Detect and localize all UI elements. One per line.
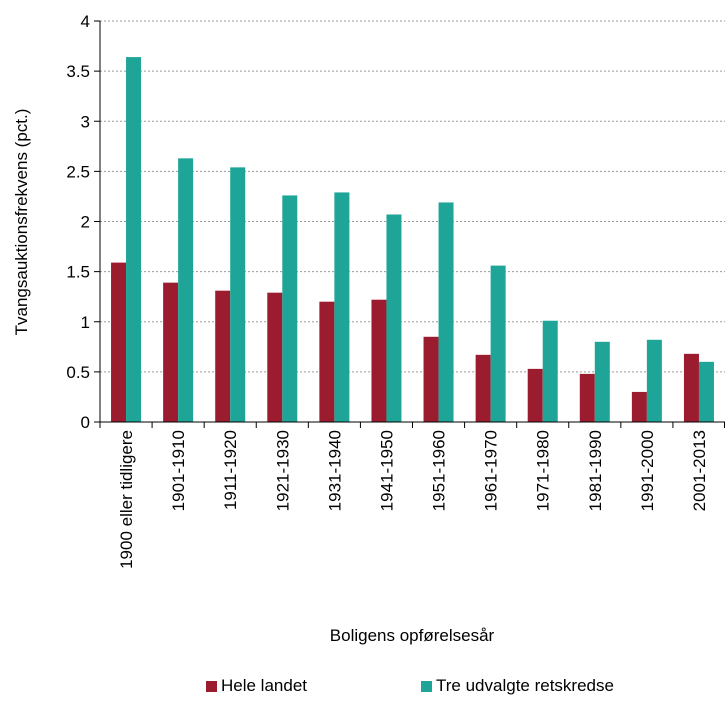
y-axis-title: Tvangsauktionsfrekvens (pct.) bbox=[12, 109, 31, 336]
x-axis-title: Boligens opførelsesår bbox=[330, 626, 495, 645]
y-tick-label: 3.5 bbox=[66, 62, 90, 81]
y-tick-label: 1 bbox=[81, 313, 90, 332]
y-axis-ticks: 0 0.5 1 1.5 2 2.5 3 3.5 4 bbox=[66, 12, 100, 432]
x-tick-label: 1941-1950 bbox=[377, 430, 396, 511]
bar-tre-udvalgte bbox=[594, 341, 610, 422]
bar-tre-udvalgte bbox=[698, 361, 714, 422]
gridlines bbox=[100, 20, 725, 373]
legend: Hele landet Tre udvalgte retskredse bbox=[0, 676, 725, 700]
bar-tre-udvalgte bbox=[126, 57, 142, 423]
y-tick-label: 0.5 bbox=[66, 363, 90, 382]
bar-tre-udvalgte bbox=[282, 195, 298, 422]
bar-hele-landet bbox=[683, 353, 699, 422]
x-axis-ticks: 1900 eller tidligere 1901-1910 1911-1920 19… bbox=[99, 422, 725, 569]
bar-tre-udvalgte bbox=[438, 202, 454, 422]
bar-hele-landet bbox=[423, 336, 439, 422]
legend-item-tre-udvalgte: Tre udvalgte retskredse bbox=[421, 676, 614, 696]
legend-swatch-hele-landet bbox=[206, 680, 217, 692]
legend-item-hele-landet: Hele landet bbox=[206, 676, 307, 696]
bar-tre-udvalgte bbox=[646, 339, 662, 422]
y-tick-label: 2 bbox=[81, 213, 90, 232]
legend-label-hele-landet: Hele landet bbox=[221, 676, 308, 695]
bar-tre-udvalgte bbox=[542, 320, 558, 422]
bar-hele-landet bbox=[527, 368, 543, 422]
y-tick-label: 1.5 bbox=[66, 263, 90, 282]
bar-hele-landet bbox=[215, 290, 231, 422]
x-tick-label: 1951-1960 bbox=[430, 430, 449, 511]
bar-hele-landet bbox=[475, 354, 491, 422]
x-tick-label: 1991-2000 bbox=[638, 430, 657, 511]
bar-tre-udvalgte bbox=[386, 214, 402, 422]
x-tick-label: 1961-1970 bbox=[482, 430, 501, 511]
bar-hele-landet bbox=[631, 391, 647, 422]
x-tick-label: 1911-1920 bbox=[221, 430, 240, 510]
x-tick-label: 1901-1910 bbox=[169, 430, 188, 511]
bar-hele-landet bbox=[579, 373, 595, 422]
bar-tre-udvalgte bbox=[230, 167, 246, 422]
x-tick-label: 2001-2013 bbox=[690, 430, 709, 511]
bar-hele-landet bbox=[267, 292, 283, 422]
bar-tre-udvalgte bbox=[178, 158, 194, 422]
bar-hele-landet bbox=[319, 301, 335, 422]
bar-tre-udvalgte bbox=[490, 265, 506, 422]
y-tick-label: 2.5 bbox=[66, 162, 90, 181]
x-tick-label: 1900 eller tidligere bbox=[117, 430, 136, 569]
x-tick-label: 1971-1980 bbox=[534, 430, 553, 511]
x-tick-label: 1931-1940 bbox=[325, 430, 344, 511]
bar-hele-landet bbox=[111, 262, 127, 422]
bar-hele-landet bbox=[371, 299, 387, 422]
bar-tre-udvalgte bbox=[334, 192, 350, 422]
y-tick-label: 3 bbox=[81, 112, 90, 131]
bar-hele-landet bbox=[163, 282, 179, 422]
y-tick-label: 0 bbox=[81, 413, 90, 432]
legend-label-tre-udvalgte: Tre udvalgte retskredse bbox=[436, 676, 614, 695]
legend-swatch-tre-udvalgte bbox=[421, 680, 432, 692]
x-tick-label: 1921-1930 bbox=[273, 430, 292, 511]
y-tick-label: 4 bbox=[81, 12, 90, 31]
x-tick-label: 1981-1990 bbox=[586, 430, 605, 511]
bars bbox=[111, 57, 714, 423]
